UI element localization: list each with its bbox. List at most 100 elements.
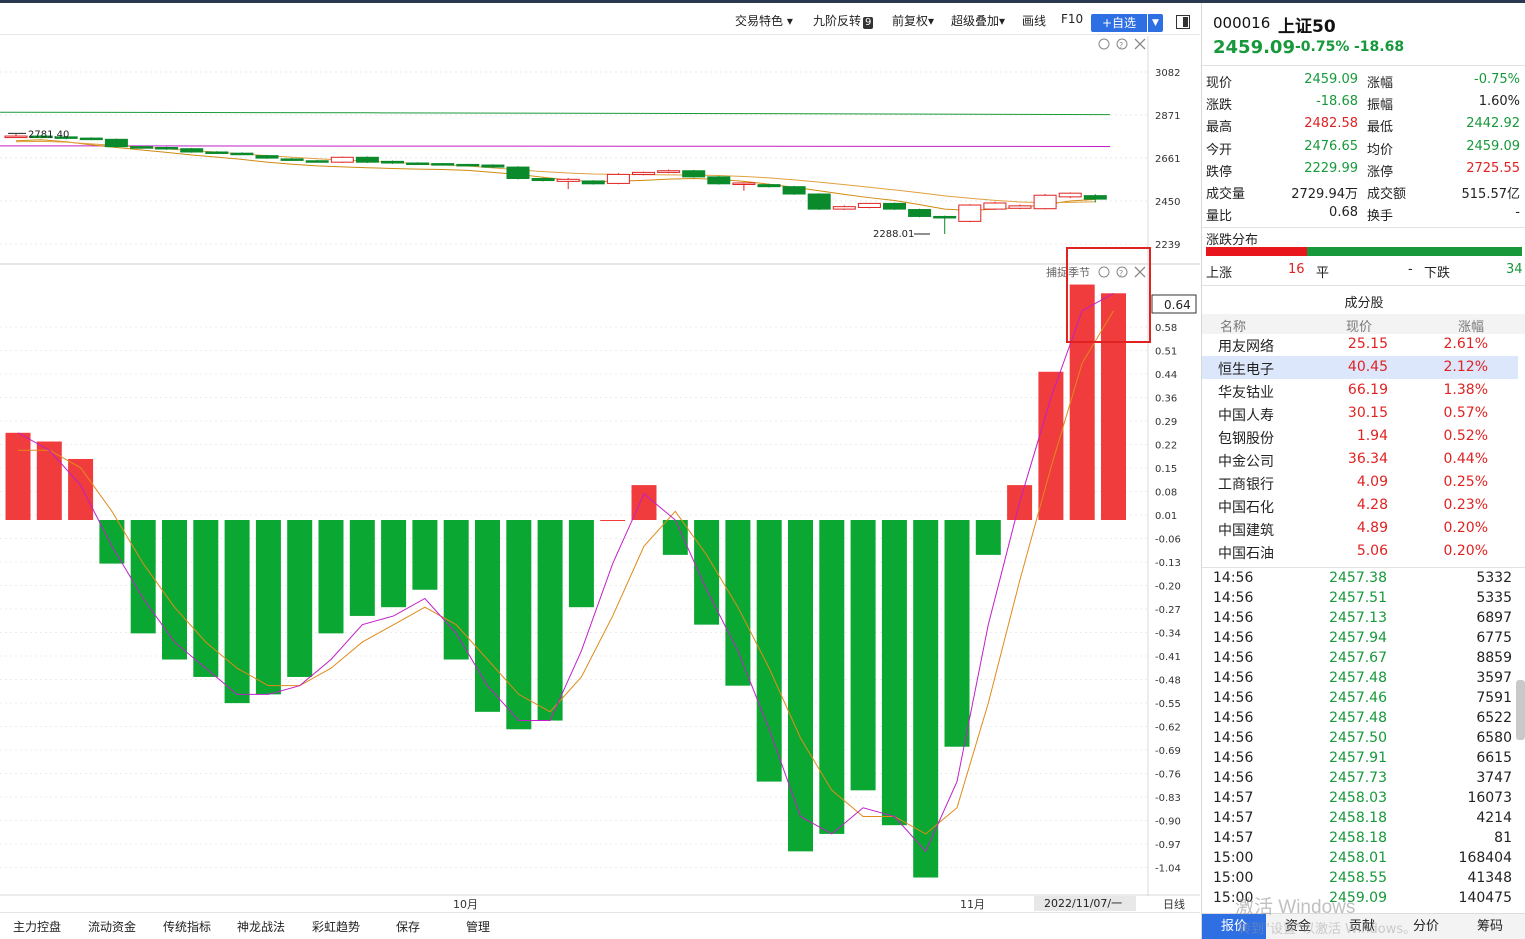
chevron-down-icon[interactable]: ▼ [1147,14,1163,32]
indicator-bar [475,520,500,712]
scrollbar[interactable] [1516,680,1525,740]
panel-toggle-icon[interactable] [1176,15,1190,29]
kline-panel: ? 3082 2871 2661 2450 2239 2781.40 2288.01 [0,36,1200,896]
constituent-row[interactable]: 中国石油 5.06 0.20% [1202,540,1518,563]
indicator-axis-tick: 0.44 [1155,370,1177,381]
tab-chips[interactable]: 筹码 [1476,919,1503,934]
down-label: 下跌 [1424,266,1451,281]
indicator-bar [975,520,1001,555]
tab-shenlong[interactable]: 神龙战法 [237,920,286,934]
tick-time: 14:57 [1213,810,1254,826]
add-watchlist-button[interactable]: +自选 ▼ [1091,14,1163,32]
kline-candle [230,152,254,156]
tab-manage[interactable]: 管理 [466,920,491,934]
quote-row: 最高 2482.58 最低 2442.92 [1202,113,1525,135]
constituent-row[interactable]: 工商银行 4.09 0.25% [1202,471,1518,494]
tick-time: 14:56 [1213,690,1254,706]
indicator-bar [568,520,594,608]
dist-title: 涨跌分布 [1206,233,1259,248]
tick-volume: 6775 [1476,630,1512,646]
kline-axis-tick: 2661 [1155,154,1180,165]
indicator-axis-tick: 0.36 [1155,394,1177,405]
help-icon[interactable] [1116,38,1128,50]
tick-row: 14:56 2457.91 6615 [1202,749,1525,769]
toolbar-trade-features[interactable]: 交易特色 ▾ [735,14,793,28]
indicator-help-icon[interactable] [1116,266,1128,278]
quote-panel: 000016 上证50 2459.09 -0.75% -18.68 现价 2459… [1201,3,1525,939]
indicator-bar [381,520,407,608]
indicator-settings-icon[interactable] [1098,266,1110,278]
indicator-bar [5,432,31,520]
tab-rainbow[interactable]: 彩虹趋势 [312,920,361,934]
tick-volume: 6522 [1476,710,1512,726]
constituent-row[interactable]: 中国石化 4.28 0.23% [1202,494,1518,517]
indicator-bar [412,520,438,590]
toolbar-super-overlay[interactable]: 超级叠加▾ [951,14,1006,28]
ma-long-line [0,111,1111,116]
kline-candle [1033,194,1057,210]
indicator-axis-tick: -0.83 [1155,793,1181,804]
constituent-row[interactable]: 中国人寿 30.15 0.57% [1202,402,1518,425]
tab-liquid-funds[interactable]: 流动资金 [88,920,137,934]
indicator-bar [68,458,94,520]
constituent-row[interactable]: 中国建筑 4.89 0.20% [1202,517,1518,540]
constituent-name: 用友网络 [1218,339,1274,355]
tick-volume: 140475 [1458,890,1512,906]
indicator-bar [318,520,344,634]
kline-candle [104,138,128,148]
tick-row: 14:57 2458.18 81 [1202,829,1525,849]
constituent-name: 中国人寿 [1218,408,1274,424]
indicator-bar [287,520,313,677]
tick-price: 2457.46 [1329,690,1387,706]
tab-save[interactable]: 保存 [396,920,421,934]
constituent-row[interactable]: 恒生电子 40.45 2.12% [1202,356,1518,379]
quote-value: 2229.99 [1304,160,1358,176]
tick-price: 2457.67 [1329,650,1387,666]
quote-label: 换手 [1367,209,1394,225]
constituent-row[interactable]: 中金公司 36.34 0.44% [1202,448,1518,471]
highlight-box [1066,247,1151,343]
constituent-row[interactable]: 用友网络 25.15 2.61% [1202,333,1518,356]
indicator-fast-line [17,292,1114,853]
indicator-axis-tick: 0.01 [1155,511,1177,522]
toolbar-f10[interactable]: F10 [1061,12,1084,26]
tick-price: 2459.09 [1329,890,1387,906]
constituent-pct: 0.20% [1443,520,1488,536]
constituent-row[interactable]: 包钢股份 1.94 0.52% [1202,425,1518,448]
tick-time: 15:00 [1213,890,1254,906]
quote-tabs: 报价 资金 贡献 分价 筹码 [1202,913,1525,939]
tick-price: 2457.48 [1329,710,1387,726]
kline-candle [130,145,153,149]
close-icon[interactable] [1134,38,1146,50]
tab-price-dist[interactable]: 分价 [1412,919,1439,934]
x-label-oct: 10月 [453,898,478,911]
tab-contribution[interactable]: 贡献 [1348,919,1375,934]
indicator-axis-tick: -0.06 [1155,535,1181,546]
period-label[interactable]: 日线 [1163,897,1185,911]
constituent-price: 36.34 [1347,451,1388,467]
toolbar-draw-line[interactable]: 画线 [1022,14,1047,28]
tick-price: 2457.51 [1329,590,1387,606]
toolbar-adjust-price[interactable]: 前复权▾ [892,14,935,28]
constituent-row[interactable]: 华友钴业 66.19 1.38% [1202,379,1518,402]
tick-volume: 6897 [1476,610,1512,626]
current-value-box [1151,294,1197,314]
tab-traditional-indicators[interactable]: 传统指标 [163,920,212,934]
settings-icon[interactable] [1098,38,1110,50]
constituent-pct: 0.23% [1443,497,1488,513]
big-change: -18.68 [1354,39,1405,55]
indicator-bar [130,520,156,634]
kline-candle [908,208,932,218]
quote-value: 2725.55 [1466,160,1520,176]
tick-row: 15:00 2458.01 168404 [1202,849,1525,869]
kline-candle [606,173,630,185]
tab-quote[interactable]: 报价 [1202,914,1266,939]
kline-candle [79,137,103,141]
dist-bar-up [1206,247,1308,256]
toolbar-nine-reversal[interactable]: 九阶反转 9 [813,12,874,29]
add-watchlist-label: +自选 [1101,16,1137,30]
quote-row: 现价 2459.09 涨幅 -0.75% [1202,69,1525,91]
indicator-close-icon[interactable] [1134,266,1146,278]
tab-main-control[interactable]: 主力控盘 [13,920,62,934]
tab-funds[interactable]: 资金 [1284,919,1311,934]
